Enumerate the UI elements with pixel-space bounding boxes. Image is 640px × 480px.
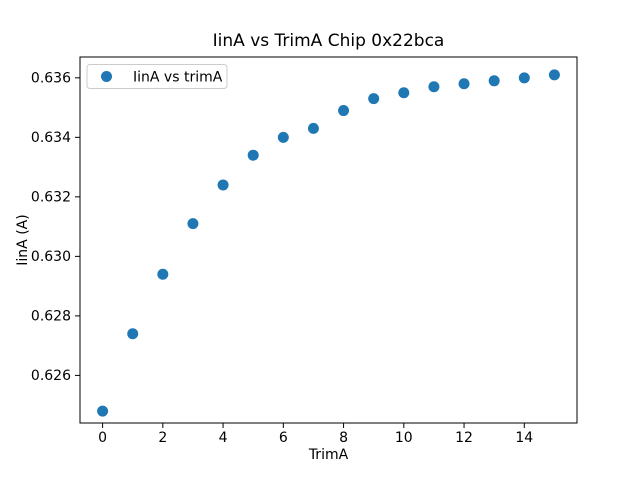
data-point xyxy=(187,218,199,230)
data-point xyxy=(217,179,229,191)
legend-marker-icon xyxy=(101,71,112,82)
y-tick-label: 0.630 xyxy=(31,249,71,265)
x-tick-label: 6 xyxy=(279,430,288,446)
data-point xyxy=(157,268,169,280)
data-point xyxy=(518,72,530,84)
scatter-series xyxy=(97,69,560,417)
y-tick-label: 0.626 xyxy=(31,368,71,384)
legend-label: IinA vs trimA xyxy=(133,70,223,86)
x-tick-label: 0 xyxy=(98,430,107,446)
data-point xyxy=(398,87,410,99)
data-point xyxy=(458,78,470,90)
x-tick-label: 8 xyxy=(339,430,348,446)
plot-area xyxy=(79,56,578,424)
x-tick-label: 14 xyxy=(515,430,533,446)
x-tick-label: 12 xyxy=(455,430,473,446)
data-point xyxy=(247,149,259,161)
data-point xyxy=(97,405,109,417)
legend-box xyxy=(86,64,228,89)
x-tick-label: 10 xyxy=(395,430,413,446)
y-tick-label: 0.634 xyxy=(31,130,71,146)
y-tick-label: 0.628 xyxy=(31,308,71,324)
data-point xyxy=(127,328,139,340)
data-point xyxy=(428,81,440,93)
x-tick-label: 2 xyxy=(158,430,167,446)
x-axis-ticks: 0 2 4 6 8 10 12 14 xyxy=(98,423,533,446)
data-point xyxy=(488,75,500,87)
y-axis-ticks: 0.626 0.628 0.630 0.632 0.634 0.636 xyxy=(31,70,80,384)
x-axis-label: TrimA xyxy=(308,447,349,463)
data-point xyxy=(368,93,380,105)
data-point xyxy=(548,69,560,81)
y-tick-label: 0.636 xyxy=(31,70,71,86)
data-point xyxy=(338,105,350,117)
y-tick-label: 0.632 xyxy=(31,189,71,205)
chart-title: IinA vs TrimA Chip 0x22bca xyxy=(213,31,445,51)
x-tick-label: 4 xyxy=(219,430,228,446)
data-point xyxy=(307,122,319,134)
data-point xyxy=(277,131,289,143)
legend: IinA vs trimA xyxy=(86,64,228,89)
y-axis-label: IinA (A) xyxy=(15,214,31,265)
